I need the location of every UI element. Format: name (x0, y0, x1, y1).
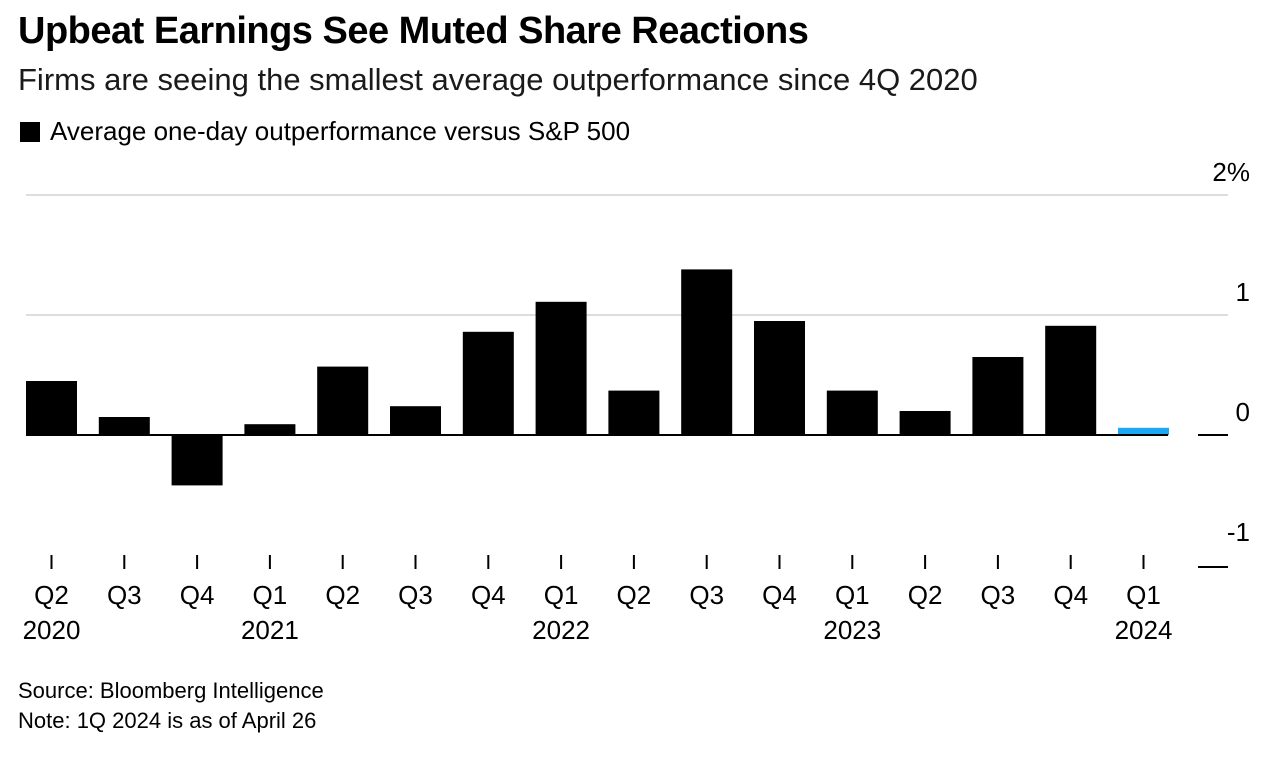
chart-subtitle: Firms are seeing the smallest average ou… (18, 62, 978, 97)
source-note: Source: Bloomberg Intelligence (18, 678, 324, 703)
bar (681, 269, 733, 435)
y-tick-label: 0 (1236, 397, 1250, 427)
x-year-label: 2022 (532, 615, 590, 645)
x-tick-label: Q3 (398, 580, 433, 610)
x-tick-label: Q3 (107, 580, 142, 610)
x-year-label: 2020 (23, 615, 81, 645)
bar (390, 406, 441, 435)
legend: Average one-day outperformance versus S&… (20, 116, 630, 147)
x-tick-label: Q2 (325, 580, 360, 610)
x-tick-label: Q2 (908, 580, 943, 610)
y-tick-label: 2% (1212, 157, 1250, 187)
x-tick-label: Q2 (617, 580, 652, 610)
x-tick-label: Q4 (471, 580, 506, 610)
bar (972, 357, 1024, 435)
x-tick-label: Q1 (544, 580, 579, 610)
legend-label: Average one-day outperformance versus S&… (50, 116, 631, 146)
bar (26, 381, 77, 435)
bar (244, 424, 296, 435)
x-tick-label: Q3 (981, 580, 1016, 610)
y-tick-label: -1 (1227, 517, 1250, 547)
bar (754, 321, 805, 435)
x-year-label: 2021 (241, 615, 299, 645)
bar (317, 366, 369, 435)
bar (826, 390, 878, 435)
bar (171, 435, 223, 486)
bar (608, 390, 660, 435)
x-tick-label: Q3 (689, 580, 724, 610)
x-tick-label: Q2 (34, 580, 69, 610)
bar (1045, 325, 1097, 435)
bar (535, 301, 587, 435)
x-tick-label: Q1 (1126, 580, 1161, 610)
x-year-label: 2023 (823, 615, 881, 645)
bar (1118, 427, 1169, 435)
bar (462, 331, 514, 435)
date-note: Note: 1Q 2024 is as of April 26 (18, 708, 317, 733)
legend-swatch (20, 121, 40, 142)
x-tick-label: Q1 (835, 580, 870, 610)
x-tick-label: Q4 (180, 580, 215, 610)
chart-title: Upbeat Earnings See Muted Share Reaction… (18, 10, 809, 52)
bar (98, 417, 150, 435)
bar (899, 411, 951, 435)
x-year-label: 2024 (1115, 615, 1173, 645)
chart-notes: Source: Bloomberg Intelligence Note: 1Q … (18, 676, 324, 736)
x-tick-label: Q4 (762, 580, 797, 610)
x-tick-label: Q4 (1053, 580, 1088, 610)
y-tick-label: 1 (1236, 277, 1250, 307)
x-tick-label: Q1 (253, 580, 288, 610)
